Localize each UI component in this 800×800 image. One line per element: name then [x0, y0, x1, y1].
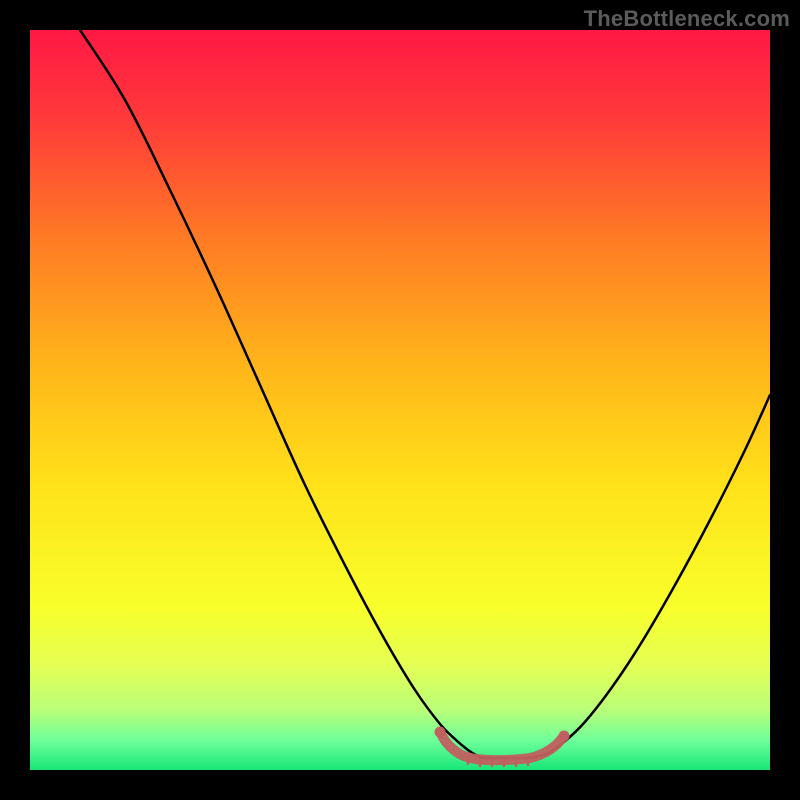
plot-area	[30, 30, 770, 770]
watermark-text: TheBottleneck.com	[584, 6, 790, 32]
curve-layer	[30, 30, 770, 770]
optimal-range-band	[440, 732, 564, 760]
bottleneck-curve	[80, 30, 770, 758]
chart-frame: TheBottleneck.com	[0, 0, 800, 800]
